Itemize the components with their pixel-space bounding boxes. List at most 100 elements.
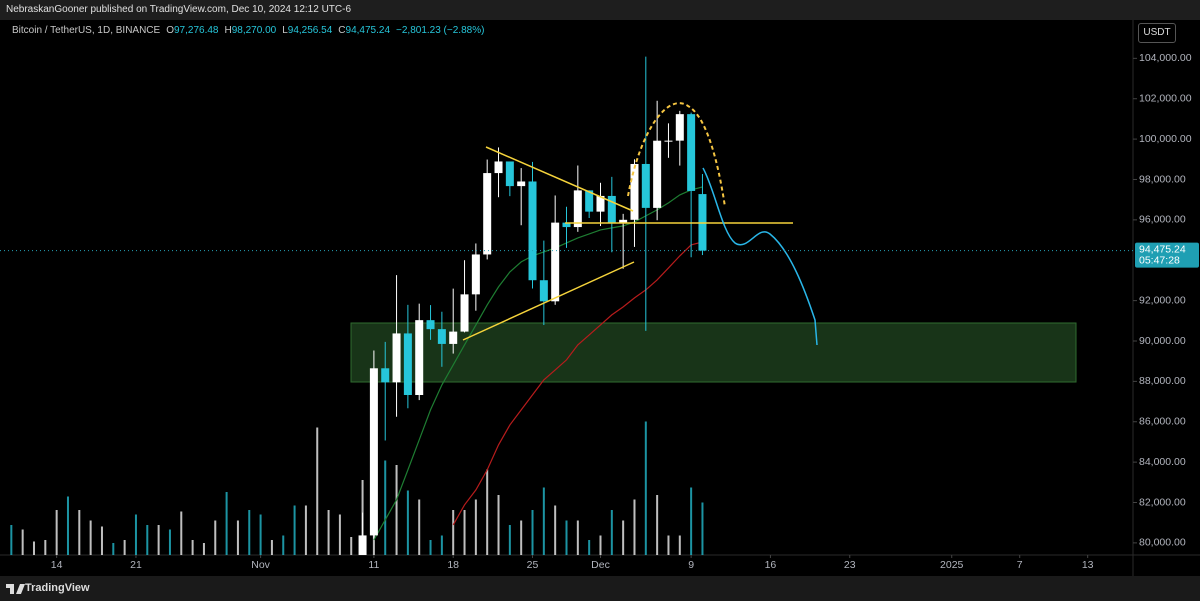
volume-bar: [678, 535, 681, 555]
candle-body: [687, 114, 696, 191]
x-tick-label: 7: [1017, 559, 1023, 571]
volume-bar: [350, 537, 353, 555]
volume-bar: [123, 540, 126, 555]
volume-bar: [327, 510, 330, 555]
candle-body: [630, 163, 639, 220]
candle-body: [573, 190, 582, 228]
logo: [6, 584, 25, 594]
legend-key: O: [166, 25, 174, 36]
volume-bar: [599, 535, 602, 555]
volume-bar: [463, 510, 466, 555]
moving-average: [373, 186, 703, 541]
volume-bar: [644, 421, 647, 555]
candle-body: [562, 222, 571, 228]
volume-bar: [304, 505, 307, 555]
volume-bar: [622, 520, 625, 555]
candle-body: [381, 368, 390, 383]
volume-bar: [542, 487, 545, 555]
volume-bar: [565, 520, 568, 555]
candle-body: [517, 181, 526, 187]
volume-bar: [168, 529, 171, 555]
y-tick-label: 104,000.00: [1139, 52, 1192, 64]
volume-bar: [316, 427, 319, 555]
volume-bar: [236, 520, 239, 555]
x-tick-label: 23: [844, 559, 856, 571]
volume-bar: [701, 502, 704, 555]
y-tick-label: 82,000.00: [1139, 496, 1186, 508]
legend-key: L: [282, 25, 288, 36]
volume-bar: [338, 514, 341, 555]
candle-body: [607, 195, 616, 224]
countdown: 05:47:28: [1139, 254, 1180, 266]
legend-key: H: [224, 25, 232, 36]
volume-bar: [418, 499, 421, 555]
volume-bar: [531, 510, 534, 555]
volume-bar: [100, 526, 103, 555]
candle-body: [392, 333, 401, 383]
legend-value: 94,256.54: [287, 25, 333, 36]
candle-body: [483, 173, 492, 255]
legend-value: 97,276.48: [173, 25, 219, 36]
candle-body: [539, 280, 548, 302]
projection-path: [702, 167, 818, 346]
volume-bar: [112, 543, 115, 555]
candle-body: [415, 320, 424, 395]
volume-bar: [282, 535, 285, 555]
volume-bar: [474, 499, 477, 555]
volume-bar: [384, 460, 387, 555]
x-tick-label: 25: [527, 559, 539, 571]
y-tick-label: 100,000.00: [1139, 133, 1192, 145]
y-tick-label: 102,000.00: [1139, 93, 1192, 105]
legend-value: 98,270.00: [231, 25, 277, 36]
y-tick-label: 84,000.00: [1139, 456, 1186, 468]
volume-bar: [10, 525, 13, 555]
volume-bar: [633, 499, 636, 555]
symbol: Bitcoin / TetherUS, 1D, BINANCE: [12, 25, 161, 36]
y-tick-label: 96,000.00: [1139, 214, 1186, 226]
volume-bar: [157, 525, 160, 555]
candle-body: [449, 331, 458, 344]
y-tick-label: 80,000.00: [1139, 537, 1186, 549]
volume-bar: [259, 514, 262, 555]
candle-body: [358, 535, 367, 555]
candle-body: [403, 333, 412, 395]
x-tick-label: 13: [1082, 559, 1094, 571]
footer-brand: TradingView: [25, 582, 90, 594]
y-tick-label: 88,000.00: [1139, 375, 1186, 387]
y-tick-label: 90,000.00: [1139, 335, 1186, 347]
currency-button[interactable]: USDT: [1138, 23, 1176, 43]
volume-bar: [180, 511, 183, 555]
volume-bar: [293, 505, 296, 555]
candle-body: [619, 219, 628, 224]
candle-body: [528, 181, 537, 281]
legend-value: 94,475.24: [345, 25, 391, 36]
x-tick-label: 2025: [940, 559, 964, 571]
volume-bar: [21, 529, 24, 555]
candle-body: [426, 320, 435, 330]
volume-bar: [610, 510, 613, 555]
candle-body: [585, 190, 594, 212]
volume-bar: [520, 520, 523, 555]
candle-body: [494, 161, 503, 174]
volume-bar: [576, 520, 579, 555]
x-tick-label: Dec: [591, 559, 610, 571]
y-tick-label: 98,000.00: [1139, 173, 1186, 185]
volume-bar: [202, 543, 205, 555]
volume-bar: [554, 505, 557, 555]
dome-arc: [627, 102, 726, 208]
volume-bar: [191, 540, 194, 555]
x-tick-label: Nov: [251, 559, 270, 571]
volume-bar: [508, 525, 511, 555]
volume-bar: [248, 510, 251, 555]
axes-layer: 80,000.00 82,000.00 84,000.00 86,000.00 88,0…: [0, 52, 1199, 571]
candle-body: [471, 254, 480, 295]
volume-bar: [270, 540, 273, 555]
volume-bar: [78, 510, 81, 555]
y-tick-label: 92,000.00: [1139, 294, 1186, 306]
trend-line: [462, 261, 635, 341]
volume-bar: [406, 490, 409, 555]
volume-bar: [440, 535, 443, 555]
ma-layer: [373, 186, 703, 541]
volume-bar: [146, 525, 149, 555]
